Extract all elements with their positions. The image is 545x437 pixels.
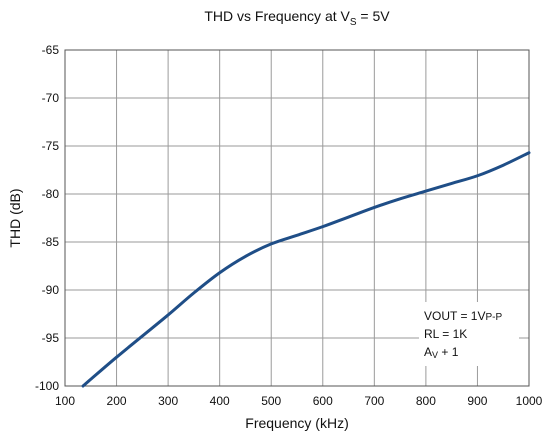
y-tick-label: -65 — [42, 43, 60, 57]
annotation-vout: VOUT = 1VP-P — [424, 309, 502, 323]
x-tick-label: 400 — [210, 394, 230, 408]
chart-title: THD vs Frequency at VS = 5V — [204, 8, 390, 28]
x-tick-label: 1000 — [516, 394, 543, 408]
x-tick-label: 200 — [107, 394, 127, 408]
x-tick-label: 100 — [55, 394, 75, 408]
x-tick-label: 600 — [313, 394, 333, 408]
x-tick-label: 300 — [158, 394, 178, 408]
annotation-box — [419, 302, 519, 366]
x-tick-label: 500 — [261, 394, 281, 408]
annotation-vout-main: VOUT = 1V — [424, 309, 485, 323]
y-tick-label: -100 — [35, 379, 59, 393]
annotation-av-tail: + 1 — [438, 345, 459, 359]
y-tick-label: -70 — [42, 91, 60, 105]
annotation-av: AV + 1 — [424, 345, 459, 360]
chart-title-subscript: S — [350, 17, 357, 28]
annotation-vout-sub: P-P — [485, 312, 502, 323]
chart-title-tail: = 5V — [357, 8, 391, 24]
x-tick-label: 900 — [467, 394, 487, 408]
annotation-av-main: A — [424, 345, 432, 359]
y-axis-label: THD (dB) — [7, 188, 23, 247]
annotation-av-sub: V — [432, 350, 438, 360]
y-tick-label: -90 — [42, 283, 60, 297]
x-tick-label: 800 — [416, 394, 436, 408]
y-tick-label: -75 — [42, 139, 60, 153]
chart-title-main: THD vs Frequency at V — [204, 8, 350, 24]
thd-series-line — [81, 151, 531, 388]
y-tick-label: -95 — [42, 331, 60, 345]
tick-labels: 100 200 300 400 500 600 700 800 900 1000 -65 -70 -75… — [35, 43, 543, 408]
y-tick-label: -85 — [42, 235, 60, 249]
x-axis-label: Frequency (kHz) — [245, 415, 348, 431]
plot-area-border — [64, 49, 530, 387]
x-tick-label: 700 — [364, 394, 384, 408]
annotation-rl: RL = 1K — [424, 327, 467, 341]
y-tick-label: -80 — [42, 187, 60, 201]
